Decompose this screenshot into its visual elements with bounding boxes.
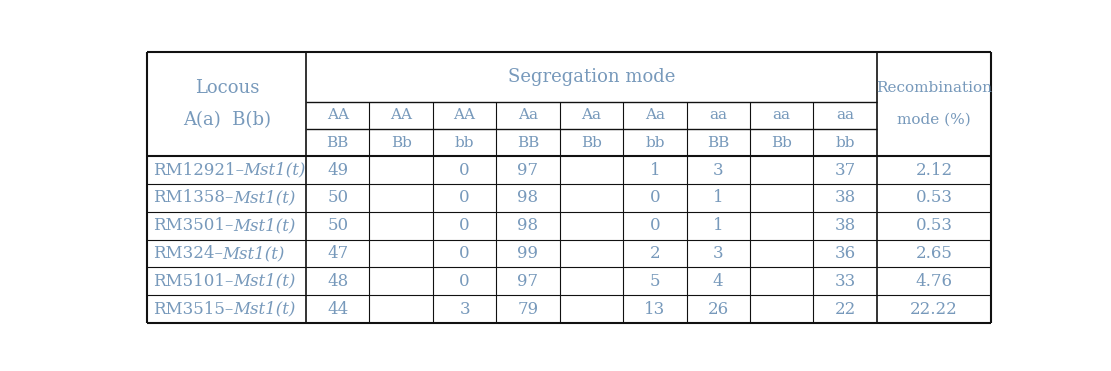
Text: Mst1(t): Mst1(t) xyxy=(243,161,306,178)
Text: AA: AA xyxy=(453,108,476,122)
Text: Mst1(t): Mst1(t) xyxy=(233,217,296,234)
Text: RM3515–: RM3515– xyxy=(152,301,233,318)
Text: 98: 98 xyxy=(518,189,539,206)
Text: bb: bb xyxy=(645,135,664,150)
Text: 97: 97 xyxy=(518,161,539,178)
Text: 33: 33 xyxy=(834,273,855,290)
Text: Segregation mode: Segregation mode xyxy=(508,68,675,86)
Text: 2: 2 xyxy=(650,245,660,262)
Text: 3: 3 xyxy=(713,245,723,262)
Text: RM12921–: RM12921– xyxy=(152,161,243,178)
Text: RM5101–: RM5101– xyxy=(152,273,233,290)
Text: BB: BB xyxy=(707,135,729,150)
Text: 0: 0 xyxy=(650,217,660,234)
Text: 2.12: 2.12 xyxy=(915,161,952,178)
Text: 0: 0 xyxy=(650,189,660,206)
Text: 4.76: 4.76 xyxy=(915,273,952,290)
Text: 0: 0 xyxy=(459,245,470,262)
Text: 0: 0 xyxy=(459,273,470,290)
Text: aa: aa xyxy=(772,108,791,122)
Text: Aa: Aa xyxy=(644,108,664,122)
Text: Bb: Bb xyxy=(391,135,411,150)
Text: 0: 0 xyxy=(459,161,470,178)
Text: RM324–: RM324– xyxy=(152,245,222,262)
Text: 2.65: 2.65 xyxy=(915,245,952,262)
Text: 98: 98 xyxy=(518,217,539,234)
Text: 4: 4 xyxy=(713,273,723,290)
Text: 38: 38 xyxy=(834,217,855,234)
Text: Recombination: Recombination xyxy=(877,81,992,95)
Text: 49: 49 xyxy=(327,161,349,178)
Text: 36: 36 xyxy=(834,245,855,262)
Text: 3: 3 xyxy=(459,301,470,318)
Text: 50: 50 xyxy=(327,217,349,234)
Text: AA: AA xyxy=(327,108,349,122)
Text: 3: 3 xyxy=(713,161,723,178)
Text: AA: AA xyxy=(390,108,412,122)
Text: RM3501–: RM3501– xyxy=(152,217,233,234)
Text: 1: 1 xyxy=(713,217,723,234)
Text: 22: 22 xyxy=(834,301,855,318)
Text: aa: aa xyxy=(837,108,854,122)
Text: 37: 37 xyxy=(834,161,855,178)
Text: aa: aa xyxy=(709,108,728,122)
Text: bb: bb xyxy=(454,135,474,150)
Text: 5: 5 xyxy=(650,273,660,290)
Text: 0: 0 xyxy=(459,189,470,206)
Text: Mst1(t): Mst1(t) xyxy=(233,189,296,206)
Text: Aa: Aa xyxy=(581,108,601,122)
Text: 38: 38 xyxy=(834,189,855,206)
Text: 1: 1 xyxy=(713,189,723,206)
Text: 0.53: 0.53 xyxy=(915,189,952,206)
Text: bb: bb xyxy=(835,135,854,150)
Text: Mst1(t): Mst1(t) xyxy=(233,273,296,290)
Text: Bb: Bb xyxy=(581,135,602,150)
Text: 26: 26 xyxy=(708,301,729,318)
Text: 50: 50 xyxy=(327,189,349,206)
Text: 0: 0 xyxy=(459,217,470,234)
Text: 99: 99 xyxy=(518,245,539,262)
Text: 48: 48 xyxy=(327,273,349,290)
Text: 22.22: 22.22 xyxy=(910,301,958,318)
Text: 44: 44 xyxy=(327,301,349,318)
Text: 47: 47 xyxy=(327,245,349,262)
Text: 97: 97 xyxy=(518,273,539,290)
Text: Locous: Locous xyxy=(194,79,259,97)
Text: BB: BB xyxy=(327,135,349,150)
Text: BB: BB xyxy=(517,135,539,150)
Text: 1: 1 xyxy=(650,161,660,178)
Text: A(a)  B(b): A(a) B(b) xyxy=(182,111,271,129)
Text: 0.53: 0.53 xyxy=(915,217,952,234)
Text: 13: 13 xyxy=(644,301,665,318)
Text: Aa: Aa xyxy=(518,108,538,122)
Text: mode (%): mode (%) xyxy=(898,113,971,127)
Text: Mst1(t): Mst1(t) xyxy=(233,301,296,318)
Text: 79: 79 xyxy=(518,301,539,318)
Text: Mst1(t): Mst1(t) xyxy=(222,245,284,262)
Text: Bb: Bb xyxy=(771,135,792,150)
Text: RM1358–: RM1358– xyxy=(152,189,233,206)
